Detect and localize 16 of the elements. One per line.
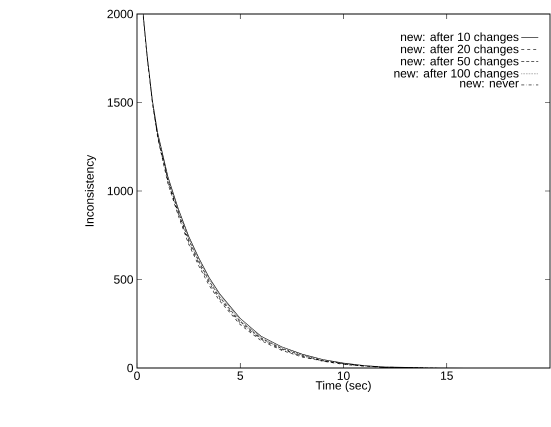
x-tick-label: 5 (237, 372, 244, 380)
y-tick-label: 2000 (107, 10, 134, 18)
legend-label: new: after 100 changes (394, 68, 519, 80)
x-axis-title: Time (sec) (316, 380, 371, 392)
y-tick-label: 500 (114, 275, 134, 284)
y-tick-label: 1500 (108, 98, 134, 107)
y-tick-label: 0 (127, 364, 134, 372)
legend-label: new: never (460, 80, 519, 88)
legend-label: new: after 10 changes (401, 32, 519, 44)
x-tick-label: 0 (134, 372, 140, 380)
y-tick-label: 1000 (108, 186, 134, 196)
legend-label: new: after 20 changes (401, 44, 519, 56)
legend-label: new: after 50 changes (401, 56, 519, 68)
x-tick-label: 15 (441, 372, 453, 380)
y-axis-title: Inconsistency (84, 154, 96, 226)
x-tick-label: 10 (338, 372, 350, 380)
